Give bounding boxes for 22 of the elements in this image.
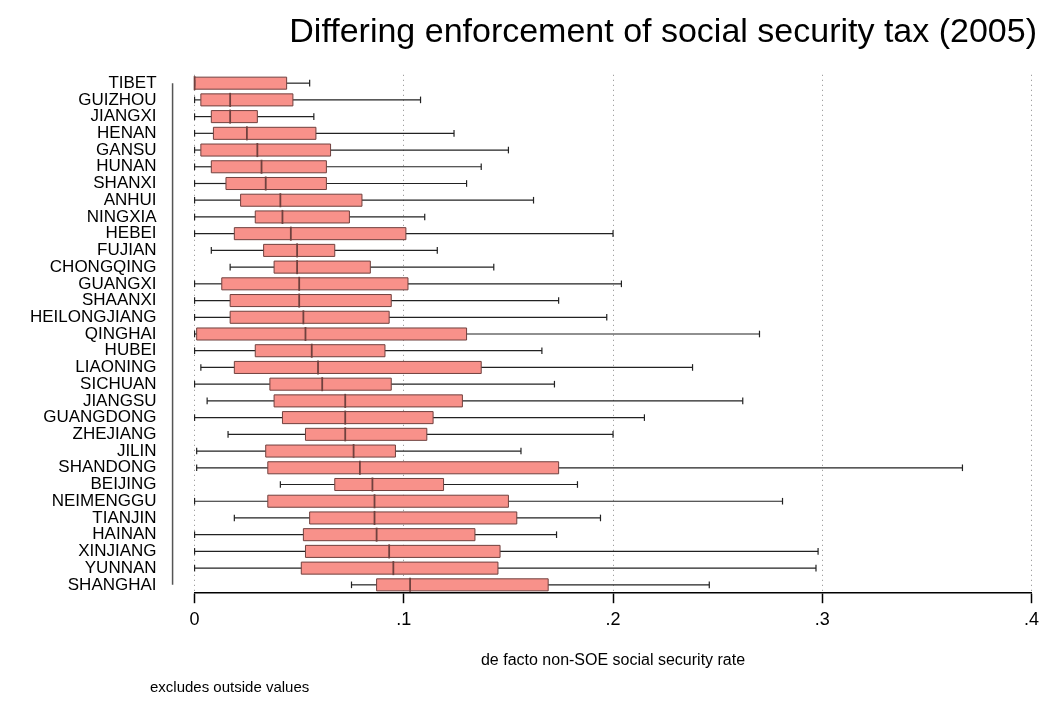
y-tick-label: JIANGXI <box>90 106 157 126</box>
y-tick-label: SHANGHAI <box>67 574 157 594</box>
y-tick-label: GUIZHOU <box>78 89 157 109</box>
y-tick-label: HEBEI <box>105 223 157 243</box>
y-tick-label: TIBET <box>108 72 157 92</box>
y-tick-label: SHANDONG <box>58 457 157 477</box>
y-tick-label: HAINAN <box>92 524 157 544</box>
y-tick-label: NINGXIA <box>86 206 158 226</box>
y-tick-label: HUNAN <box>96 156 157 176</box>
y-tick-label: TIANJIN <box>92 507 157 527</box>
x-tick-label: 0 <box>189 608 200 629</box>
x-tick-label: .4 <box>1023 608 1039 629</box>
y-tick-label: GUANGDONG <box>43 407 157 427</box>
x-tick-label: .2 <box>605 608 621 629</box>
y-tick-label: JIANGSU <box>82 390 157 410</box>
text: excludes outside values <box>150 678 310 695</box>
x-tick-label: .3 <box>814 608 830 629</box>
y-tick-label: HUBEI <box>104 340 157 360</box>
chart-title: Differing enforcement of social security tax (2005) <box>289 10 1037 49</box>
x-tick-label: .1 <box>396 608 412 629</box>
y-tick-label: QINGHAI <box>84 323 157 343</box>
x-axis-title: de facto non-SOE social security rate <box>480 650 746 668</box>
